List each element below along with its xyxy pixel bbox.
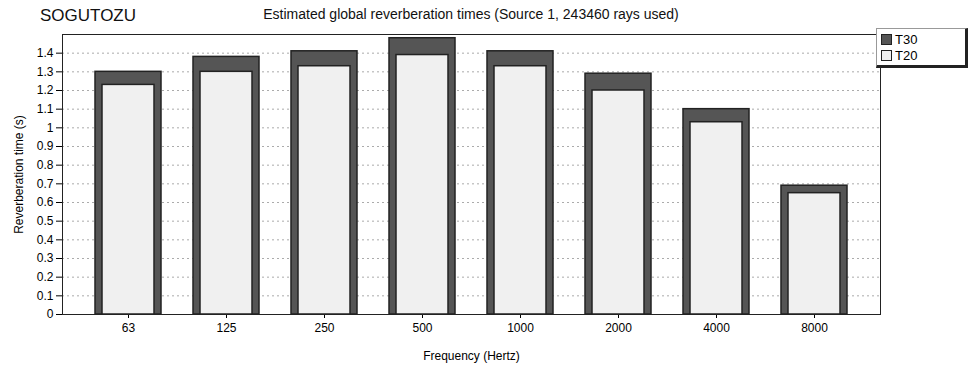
html-text:SOGUTOZU: SOGUTOZU: [40, 6, 136, 25]
svg-text:0.9: 0.9: [37, 139, 54, 153]
svg-text:63: 63: [122, 321, 136, 335]
svg-text:Frequency (Hertz): Frequency (Hertz): [423, 349, 520, 363]
html-text:T30: T30: [895, 31, 918, 47]
svg-text:2000: 2000: [605, 321, 632, 335]
svg-text:0.6: 0.6: [37, 195, 54, 209]
svg-text:0.5: 0.5: [37, 214, 54, 228]
svg-text:0.4: 0.4: [37, 233, 54, 247]
svg-text:0.8: 0.8: [37, 158, 54, 172]
svg-text:500: 500: [412, 321, 432, 335]
svg-text:1.4: 1.4: [37, 46, 54, 60]
svg-text:Reverberation time (s): Reverberation time (s): [12, 115, 26, 234]
html-text:T20: T20: [895, 47, 918, 63]
svg-text:1000: 1000: [507, 321, 534, 335]
svg-text:4000: 4000: [703, 321, 730, 335]
html-text:Estimated global reverberation: Estimated global reverberation times (So…: [263, 6, 679, 22]
svg-text:1: 1: [47, 121, 54, 135]
svg-text:1.1: 1.1: [37, 102, 54, 116]
svg-text:0.7: 0.7: [37, 177, 54, 191]
svg-text:125: 125: [216, 321, 236, 335]
svg-text:0.3: 0.3: [37, 251, 54, 265]
svg-text:250: 250: [314, 321, 334, 335]
svg-text:1.2: 1.2: [37, 83, 54, 97]
svg-text:0.1: 0.1: [37, 289, 54, 303]
svg-text:8000: 8000: [801, 321, 828, 335]
svg-text:1.3: 1.3: [37, 65, 54, 79]
svg-text:0: 0: [47, 307, 54, 321]
svg-text:0.2: 0.2: [37, 270, 54, 284]
